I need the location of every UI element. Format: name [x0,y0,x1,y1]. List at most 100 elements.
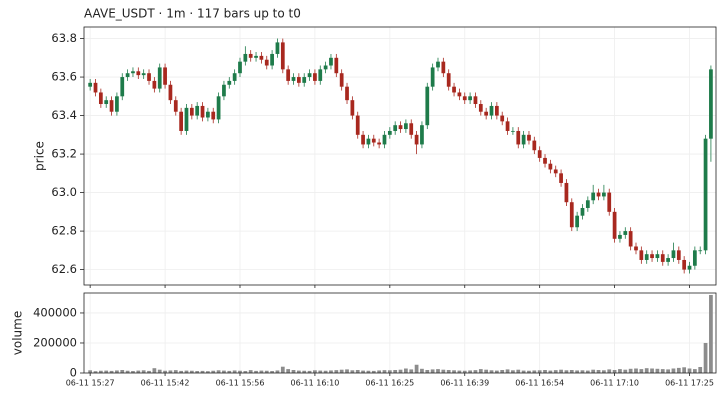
volume-bar [125,370,130,373]
y-tick-label: 63.2 [51,147,77,161]
candle-body [104,100,109,105]
x-tick-label: 06-11 15:42 [141,379,190,388]
x-tick-label: 06-11 15:56 [216,379,265,388]
volume-bar [420,368,424,373]
candle-body [655,254,660,259]
volume-bar [109,370,114,373]
volume-bar [275,370,280,373]
y-tick-label: 200000 [33,335,77,349]
candle-body [698,250,703,252]
candle-body [280,42,285,70]
volume-bar [511,370,515,373]
volume-bar [216,370,221,373]
candle-body [393,125,398,131]
candle-body [430,67,435,87]
volume-bar [211,370,216,373]
candle-body [200,105,205,118]
volume-bar [414,364,419,373]
volume-bar [596,369,601,373]
volume-bar [104,370,109,373]
candle-body [666,258,670,262]
volume-bar [157,369,162,373]
candle-body [687,265,692,270]
volume-bar [243,371,248,373]
candle-body [120,77,125,97]
candle-body [184,107,189,131]
candle-body [618,234,622,239]
volume-bar [436,369,440,373]
volume-bar [655,368,660,373]
volume-bar [334,370,339,373]
volume-bar [404,368,408,373]
candle-body [339,73,344,87]
volume-bar [88,370,93,373]
candle-body [313,73,317,81]
candle-body [682,259,687,270]
volume-bar [500,369,505,373]
volume-bar [409,369,414,373]
volume-bar [537,370,542,373]
volume-bar [382,370,387,373]
candle-body [580,207,585,216]
volume-bar [644,368,649,373]
volume-bar [580,370,585,373]
volume-bar [548,370,553,373]
candle-body [537,150,542,158]
volume-bar [607,369,612,373]
candle-body [163,67,167,85]
volume-bar [136,370,141,373]
candle-body [168,84,173,101]
candle-body [494,105,499,116]
candle-body [457,92,462,97]
candle-body [323,65,328,70]
candle-body [676,250,681,260]
candle-body [478,104,483,112]
candle-body [660,254,665,262]
candle-body [334,57,339,74]
candle-body [404,123,408,130]
volume-bar [698,366,703,373]
volume-bar [361,370,365,373]
volume-bar [302,370,307,373]
volume-bar [184,370,189,373]
volume-bar [553,370,558,373]
volume-bar [505,369,510,373]
y-tick-label: 63.8 [51,31,77,45]
candle-body [141,73,146,76]
volume-bar [163,370,167,373]
candle-body [709,69,713,139]
volume-bar [564,370,569,373]
candle-body [318,69,323,81]
candle-body [639,250,644,260]
candle-body [575,215,580,228]
volume-bar [195,371,200,373]
candle-body [93,82,98,93]
candle-body [484,111,489,116]
candle-body [195,105,200,116]
volume-bar [446,369,451,373]
candle-body [259,55,264,60]
volume-bar [296,370,301,373]
volume-bar [291,369,296,373]
candle-body [468,96,472,101]
volume-bar [527,370,531,373]
volume-bar [200,370,205,373]
volume-bar [516,369,521,373]
candle-body [238,61,242,74]
volume-bar [222,370,226,373]
candle-body [650,254,654,259]
volume-bar [131,371,135,373]
candle-body [462,96,467,101]
candle-body [243,53,248,62]
volume-bar [676,367,681,373]
x-tick-label: 06-11 17:10 [590,379,639,388]
candle-body [532,140,537,151]
volume-bar [270,371,274,373]
candle-body [564,182,569,203]
volume-bar [484,369,489,373]
volume-bar [532,370,537,373]
candle-body [131,71,135,74]
volume-bar [264,370,269,373]
candle-body [596,192,601,197]
volume-bar [543,369,547,373]
